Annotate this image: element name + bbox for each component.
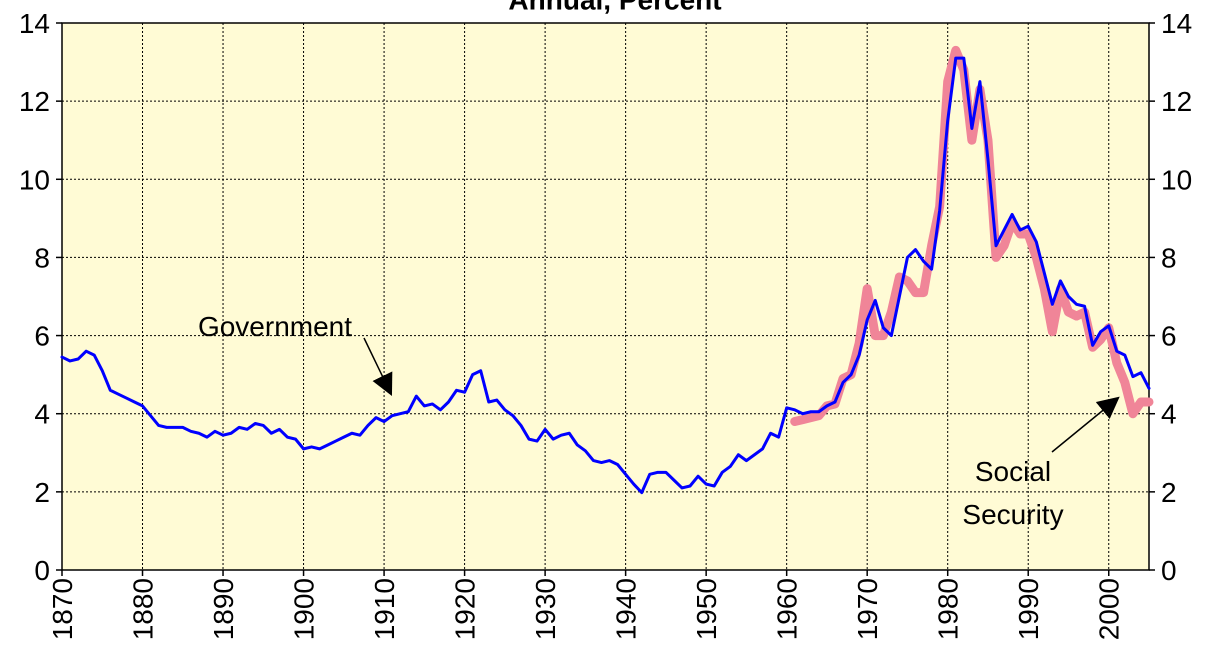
x-tick-label: 1920 bbox=[450, 578, 481, 640]
y-tick-label: 12 bbox=[19, 86, 50, 117]
y2-tick-label: 12 bbox=[1161, 86, 1192, 117]
annotation: Government bbox=[198, 311, 352, 342]
y2-tick-label: 6 bbox=[1161, 321, 1177, 352]
y-tick-label: 4 bbox=[34, 399, 50, 430]
x-tick-label: 1990 bbox=[1013, 578, 1044, 640]
x-tick-label: 1970 bbox=[852, 578, 883, 640]
y-tick-label: 10 bbox=[19, 164, 50, 195]
x-tick-label: 1910 bbox=[369, 578, 400, 640]
x-tick-label: 2000 bbox=[1094, 578, 1125, 640]
y2-tick-label: 8 bbox=[1161, 242, 1177, 273]
y-tick-label: 2 bbox=[34, 477, 50, 508]
y-tick-label: 6 bbox=[34, 321, 50, 352]
y2-tick-label: 10 bbox=[1161, 164, 1192, 195]
x-tick-label: 1940 bbox=[611, 578, 642, 640]
annotation: Social bbox=[975, 456, 1051, 487]
data-line bbox=[60, 56, 1151, 495]
x-tick-label: 1980 bbox=[933, 578, 964, 640]
x-tick-label: 1930 bbox=[530, 578, 561, 640]
y-tick-label: 0 bbox=[34, 555, 50, 586]
x-tick-label: 1890 bbox=[208, 578, 239, 640]
annotation-arrow bbox=[363, 337, 393, 396]
annotation-arrow bbox=[1051, 396, 1120, 453]
plot-frame bbox=[61, 22, 1150, 571]
y2-tick-label: 2 bbox=[1161, 477, 1177, 508]
x-tick-label: 1900 bbox=[289, 578, 320, 640]
annotation: Security bbox=[962, 499, 1063, 530]
x-tick-label: 1880 bbox=[128, 578, 159, 640]
chart-title: Annual, Percent bbox=[508, 0, 721, 15]
y2-tick-label: 4 bbox=[1161, 399, 1177, 430]
y2-tick-label: 14 bbox=[1161, 8, 1192, 39]
x-tick-label: 1870 bbox=[47, 578, 78, 640]
x-tick-label: 1950 bbox=[691, 578, 722, 640]
y-tick-label: 8 bbox=[34, 242, 50, 273]
y-tick-label: 14 bbox=[19, 8, 50, 39]
x-tick-label: 1960 bbox=[772, 578, 803, 640]
y2-tick-label: 0 bbox=[1161, 555, 1177, 586]
